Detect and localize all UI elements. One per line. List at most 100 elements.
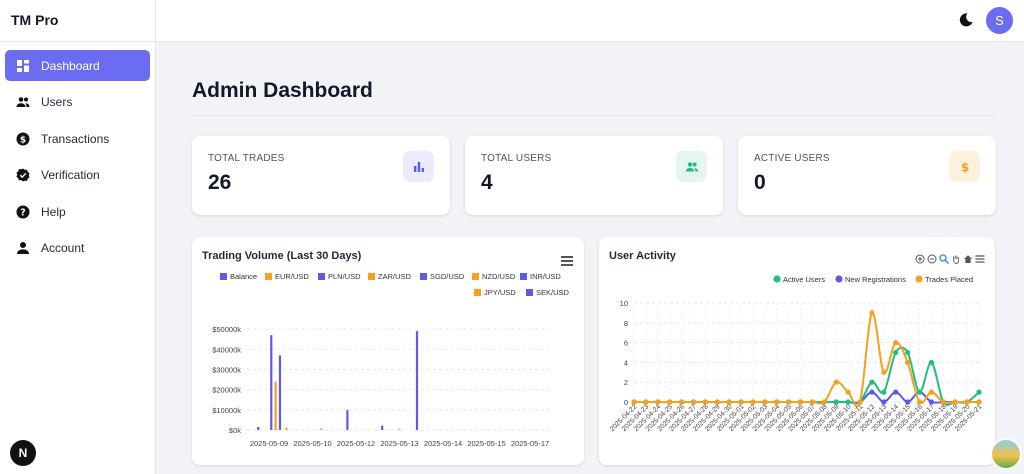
data-point	[726, 399, 732, 405]
data-point	[905, 399, 911, 405]
legend-label: ZAR/USD	[378, 272, 412, 281]
legend-marker	[773, 275, 781, 283]
data-point	[774, 399, 780, 405]
sidebar-item-users[interactable]: Users	[5, 87, 150, 118]
volume-bar	[270, 335, 273, 430]
volume-bar	[415, 331, 419, 430]
sidebar-item-transactions[interactable]: $ Transactions	[5, 123, 150, 154]
panel-title: Trading Volume (Last 30 Days)	[202, 250, 362, 262]
sidebar-item-label: Transactions	[41, 131, 110, 146]
zoom-out-icon[interactable]	[927, 254, 937, 264]
y-tick-label: $40000k	[212, 345, 241, 354]
data-point	[893, 389, 899, 395]
dollar-icon: $	[949, 151, 980, 182]
data-point	[714, 399, 720, 405]
moon-icon	[959, 13, 973, 27]
y-tick-label: 4	[624, 358, 628, 367]
y-tick-label: $0k	[229, 426, 241, 435]
legend-label: Trades Placed	[925, 275, 973, 284]
data-point	[821, 399, 827, 405]
sidebar-item-label: Users	[41, 95, 73, 109]
floating-widget-avatar[interactable]	[990, 438, 1022, 470]
data-point	[916, 389, 923, 395]
sidebar-item-label: Help	[41, 204, 66, 219]
data-point	[893, 349, 899, 356]
sidebar-item-dashboard[interactable]: Dashboard	[5, 50, 150, 81]
chart-menu-icon[interactable]	[975, 254, 985, 264]
bar-chart-icon	[403, 151, 434, 182]
legend-label: Balance	[230, 272, 257, 281]
stat-label: TOTAL USERS	[481, 153, 552, 164]
stat-label: ACTIVE USERS	[754, 153, 830, 164]
data-point	[762, 399, 768, 405]
y-tick-label: $30000k	[212, 365, 241, 374]
dashboard-icon	[16, 59, 30, 73]
account-icon	[16, 241, 30, 255]
chart-toolbar	[915, 254, 985, 264]
data-point	[845, 399, 851, 405]
legend-swatch	[520, 273, 527, 280]
y-tick-label: $50000k	[212, 325, 241, 334]
pan-hand-icon[interactable]	[951, 254, 961, 264]
y-tick-label: $10000k	[212, 406, 241, 415]
data-point	[750, 399, 756, 405]
x-tick-label: 2025-05-15	[467, 439, 505, 448]
data-point	[976, 389, 982, 395]
y-tick-label: 8	[624, 319, 628, 328]
user-activity-panel: User Activity Active Users New Registrati…	[599, 237, 995, 465]
title-divider	[192, 115, 996, 116]
dollar-icon: $	[16, 132, 30, 146]
user-avatar[interactable]: S	[986, 7, 1013, 34]
top-bar: S	[156, 0, 1024, 42]
y-tick-label: 0	[624, 398, 628, 407]
sidebar-item-verification[interactable]: Verification	[5, 160, 150, 191]
data-point	[952, 399, 958, 405]
data-point	[869, 389, 875, 395]
stat-card-active-users: ACTIVE USERS 0 $	[738, 136, 996, 215]
sidebar-nav: Dashboard Users $ Transactions Verificat…	[0, 42, 155, 277]
stat-value: 0	[754, 171, 766, 194]
sidebar-item-label: Account	[41, 241, 85, 255]
stat-card-total-users: TOTAL USERS 4	[465, 136, 723, 215]
legend-marker	[835, 275, 843, 283]
x-tick-label: 2025-05-12	[337, 439, 375, 448]
legend-swatch	[318, 273, 325, 280]
sidebar-item-label: Dashboard	[41, 58, 100, 73]
reset-home-icon[interactable]	[963, 254, 973, 264]
dark-mode-toggle[interactable]	[958, 12, 974, 28]
group-icon	[676, 151, 707, 182]
data-point	[678, 399, 685, 405]
trading-volume-panel: Trading Volume (Last 30 Days) Balance EUR…	[192, 237, 584, 465]
data-point	[845, 389, 851, 395]
selection-zoom-icon[interactable]	[939, 254, 949, 264]
stat-label: TOTAL TRADES	[208, 153, 285, 164]
data-point	[643, 399, 649, 405]
data-point	[928, 389, 935, 395]
trading-volume-chart: Balance EUR/USD PLN/USD ZAR/USD SGD/USD NZD/U…	[212, 272, 569, 448]
data-point	[881, 369, 887, 375]
sidebar-item-label: Verification	[41, 168, 100, 182]
x-tick-label: 2025-05-09	[250, 439, 288, 448]
legend-marker	[915, 275, 923, 283]
svg-text:$: $	[20, 135, 26, 145]
data-point	[869, 310, 875, 316]
data-point	[857, 399, 863, 405]
app-title: TM Pro	[0, 0, 155, 42]
data-point	[833, 399, 839, 405]
sidebar-item-help[interactable]: ? Help	[5, 196, 150, 227]
sidebar-item-account[interactable]: Account	[5, 233, 150, 264]
volume-bar	[257, 426, 260, 430]
panel-title: User Activity	[609, 250, 676, 262]
data-point	[797, 399, 804, 405]
zoom-in-icon[interactable]	[915, 254, 925, 264]
sidebar: TM Pro Dashboard Users $ Transactions Ve…	[0, 0, 156, 474]
legend-label: SGD/USD	[430, 272, 465, 281]
chart-menu-icon[interactable]	[561, 256, 573, 266]
x-tick-label: 2025-05-14	[424, 439, 462, 448]
user-activity-chart: Active Users New Registrations Trades Plac…	[609, 275, 984, 433]
data-point	[833, 379, 839, 385]
data-point	[905, 349, 911, 356]
y-tick-label: $20000k	[212, 386, 241, 395]
legend-swatch	[220, 273, 227, 280]
nextjs-devtools-button[interactable]: N	[10, 440, 36, 466]
